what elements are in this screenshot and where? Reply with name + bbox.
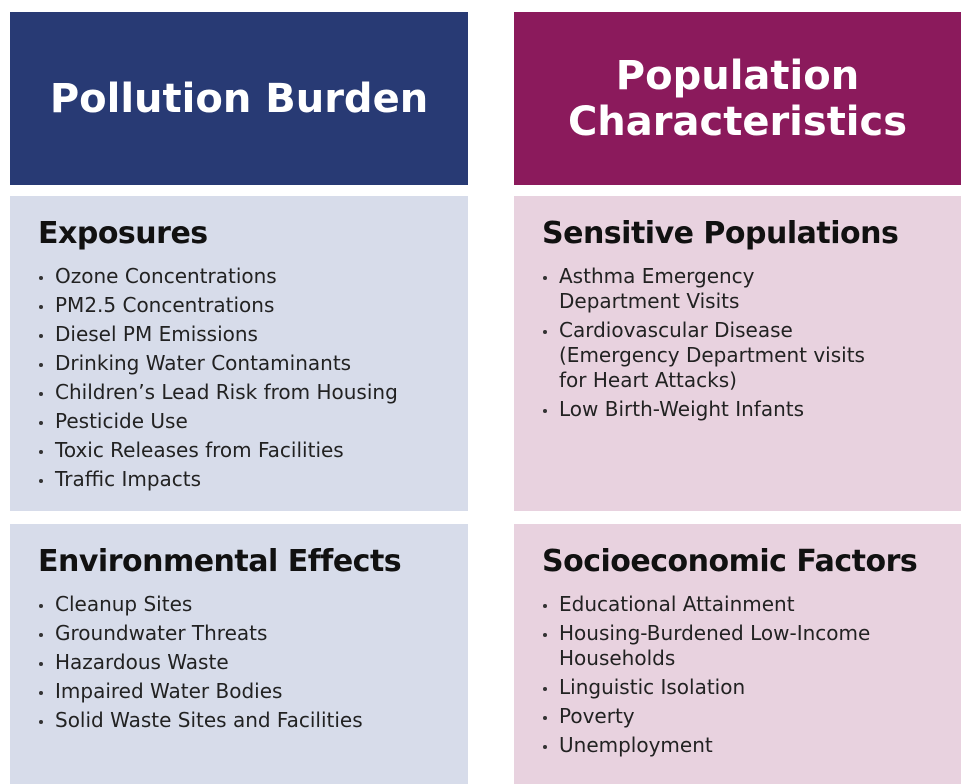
list-item: Traffic Impacts bbox=[38, 467, 468, 492]
list-item: Low Birth-Weight Infants bbox=[542, 397, 961, 422]
list-item: Drinking Water Contaminants bbox=[38, 351, 468, 376]
list-item: Diesel PM Emissions bbox=[38, 322, 468, 347]
section-title: Environmental Effects bbox=[38, 544, 402, 579]
section-title: Exposures bbox=[38, 216, 208, 251]
section: Environmental Effects Cleanup Sites Ground… bbox=[10, 524, 468, 784]
column: Population Characteristics Sensitive Popu… bbox=[514, 12, 961, 784]
section: Exposures Ozone Concentrations PM2.5 Conce… bbox=[10, 196, 468, 511]
list-item: Educational Attainment bbox=[542, 592, 961, 617]
list-item: Pesticide Use bbox=[38, 409, 468, 434]
list-item: Hazardous Waste bbox=[38, 650, 468, 675]
list-item: Children’s Lead Risk from Housing bbox=[38, 380, 468, 405]
list-item: Groundwater Threats bbox=[38, 621, 468, 646]
section-title: Sensitive Populations bbox=[542, 216, 899, 251]
list-item: Unemployment bbox=[542, 733, 961, 758]
list-item: Cleanup Sites bbox=[38, 592, 468, 617]
section: Sensitive Populations Asthma Emergency De… bbox=[514, 196, 961, 511]
list-item: Toxic Releases from Facilities bbox=[38, 438, 468, 463]
column: Pollution Burden Exposures Ozone Concentra… bbox=[10, 12, 468, 784]
list-item: Asthma Emergency Department Visits bbox=[542, 264, 961, 314]
list-item: Poverty bbox=[542, 704, 961, 729]
section-title: Socioeconomic Factors bbox=[542, 544, 918, 579]
list-item: Housing-Burdened Low-Income Households bbox=[542, 621, 961, 671]
column-header: Pollution Burden bbox=[10, 12, 468, 185]
list-item: Linguistic Isolation bbox=[542, 675, 961, 700]
list-item: Ozone Concentrations bbox=[38, 264, 468, 289]
list-item: Cardiovascular Disease (Emergency Depart… bbox=[542, 318, 961, 393]
list-item: Impaired Water Bodies bbox=[38, 679, 468, 704]
section: Socioeconomic Factors Educational Attainm… bbox=[514, 524, 961, 784]
list-item: PM2.5 Concentrations bbox=[38, 293, 468, 318]
column-header: Population Characteristics bbox=[514, 12, 961, 185]
list-item: Solid Waste Sites and Facilities bbox=[38, 708, 468, 733]
